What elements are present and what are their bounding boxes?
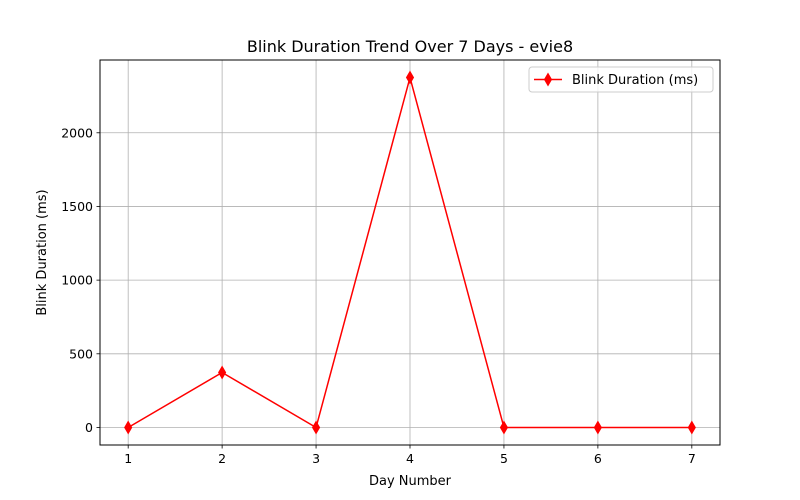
data-point-marker	[593, 420, 602, 435]
legend: Blink Duration (ms)	[528, 66, 714, 93]
x-axis-label: Day Number	[369, 474, 452, 489]
data-point-marker	[218, 365, 227, 380]
x-tick-label: 3	[312, 451, 320, 466]
legend-diamond-marker	[543, 72, 553, 87]
y-tick-label: 1000	[61, 273, 93, 288]
y-tick-label: 2000	[61, 125, 93, 140]
y-tick-label: 1500	[61, 199, 93, 214]
x-tick-label: 1	[124, 451, 132, 466]
chart-title: Blink Duration Trend Over 7 Days - evie8	[247, 37, 573, 56]
data-point-marker	[405, 70, 415, 85]
data-point-marker	[499, 420, 509, 435]
x-tick-label: 4	[406, 451, 414, 466]
x-tick-label: 6	[594, 451, 602, 466]
data-point-marker	[124, 420, 133, 435]
x-tick-label: 7	[688, 451, 696, 466]
data-point-marker	[687, 420, 696, 435]
x-tick-label: 5	[500, 451, 508, 466]
legend-entry-label: Blink Duration (ms)	[572, 73, 698, 88]
series-layer	[124, 70, 696, 435]
legend-box	[528, 66, 714, 93]
axis-ticks: 1 2 3 4 5 6 7 0 500 1000 1500 2000	[61, 125, 696, 466]
y-tick-label: 0	[85, 420, 93, 435]
data-point-marker	[311, 420, 321, 435]
grid-lines	[100, 60, 720, 445]
y-axis-label: Blink Duration (ms)	[35, 189, 50, 315]
x-tick-label: 2	[218, 451, 226, 466]
y-tick-label: 500	[69, 346, 93, 361]
